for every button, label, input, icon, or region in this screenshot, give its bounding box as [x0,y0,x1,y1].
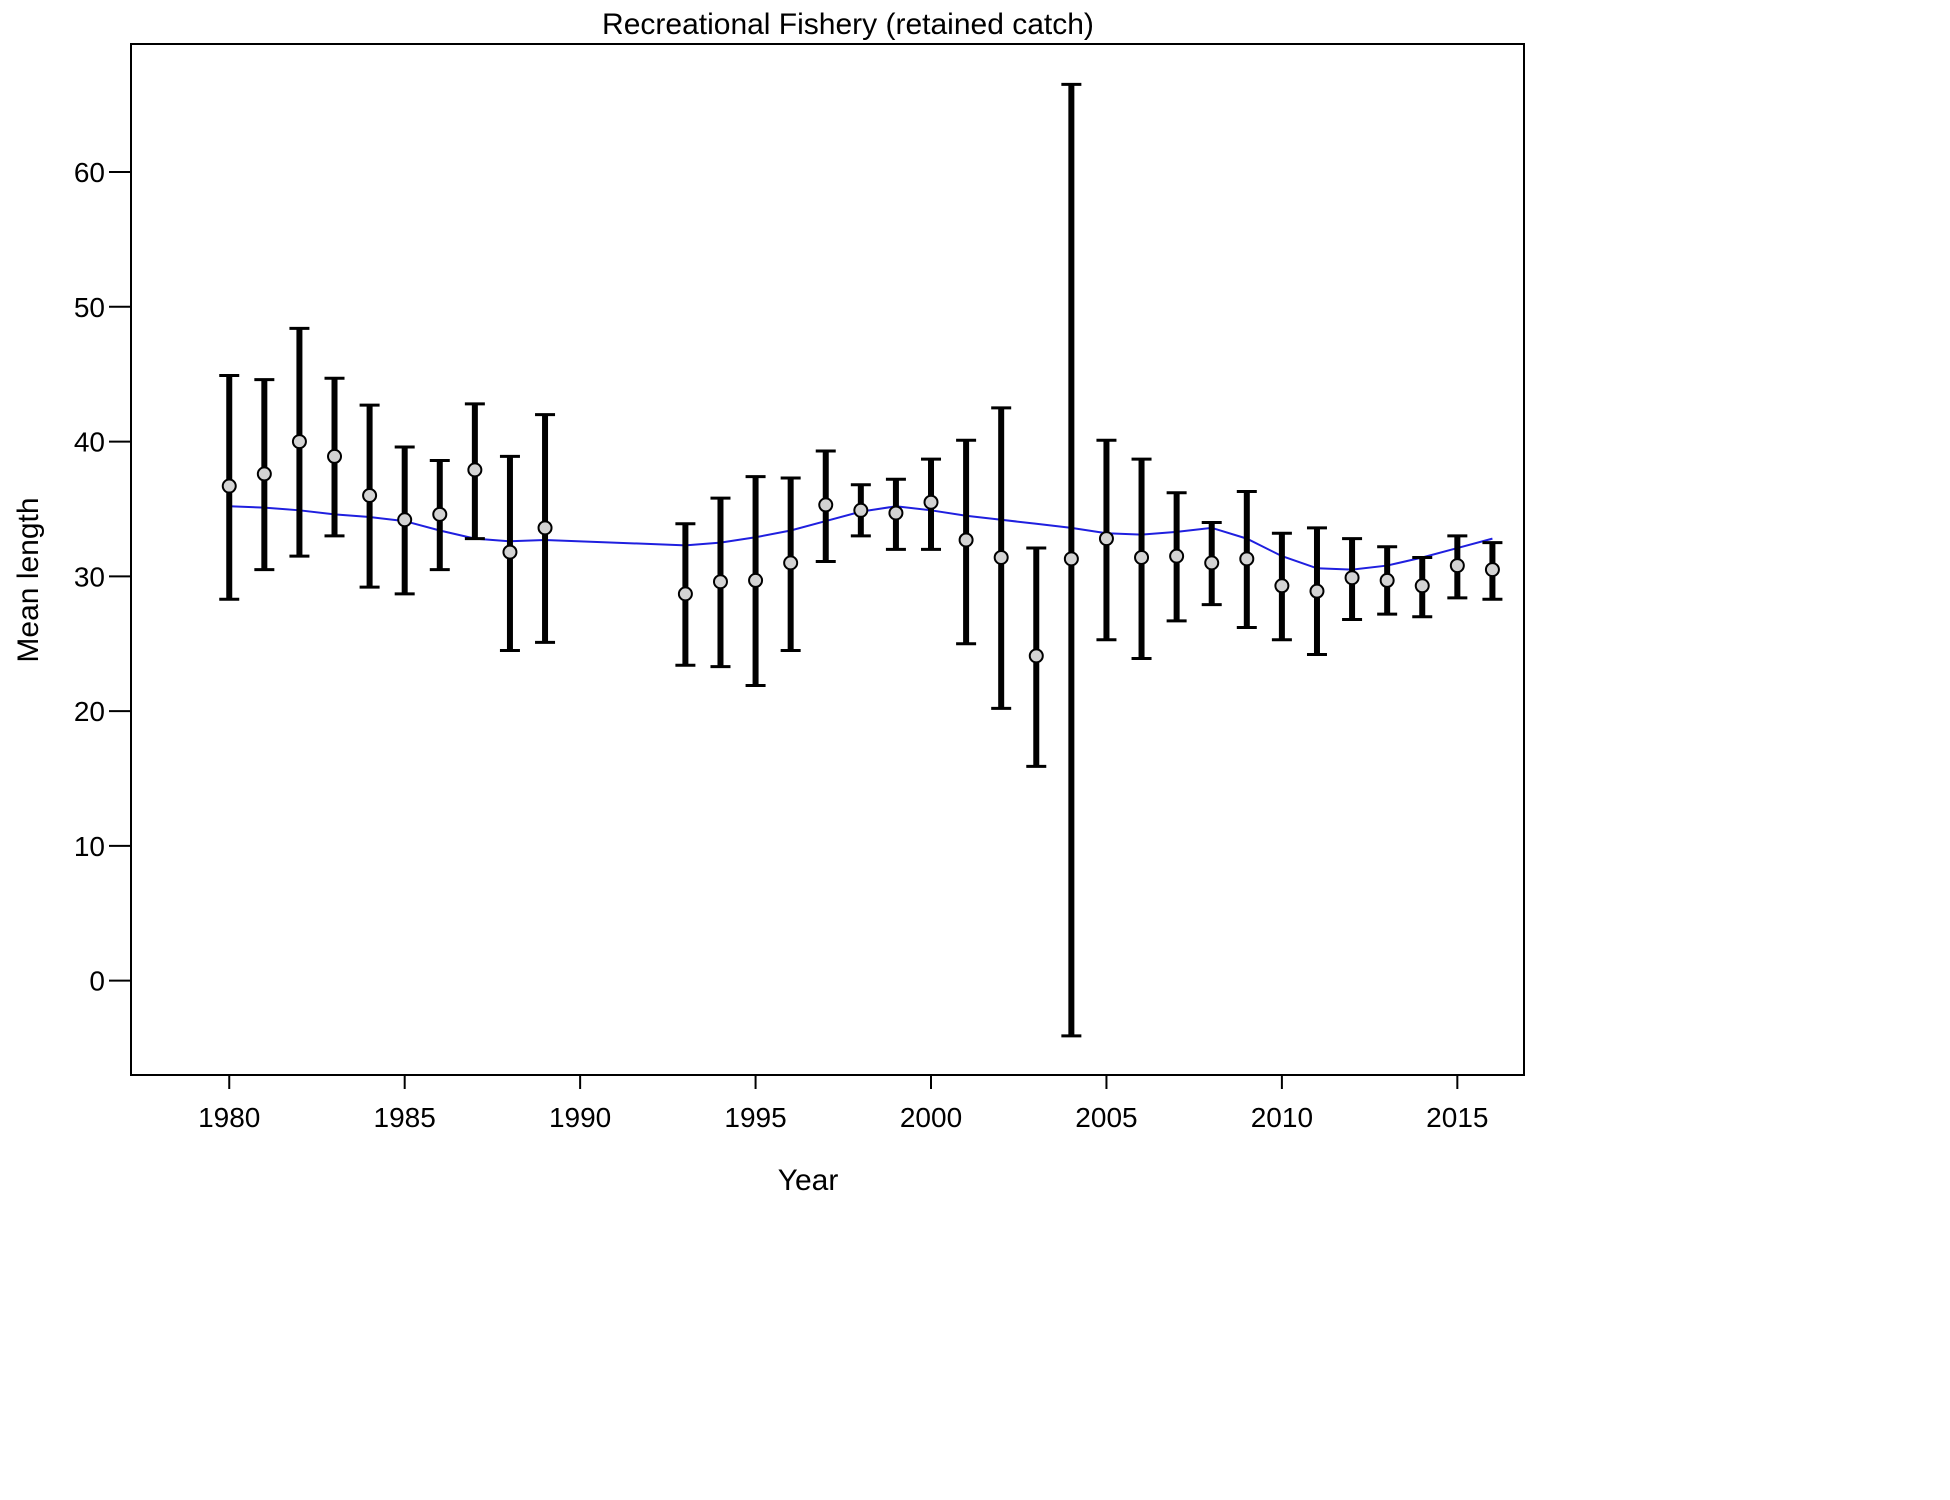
trend-line [229,505,1493,571]
data-points [221,434,1500,664]
data-point [432,506,448,522]
data-point [327,448,343,464]
data-point [1449,558,1465,574]
data-point [783,555,799,571]
y-tick-label: 0 [89,966,105,997]
y-tick-label: 30 [74,561,105,592]
data-point [888,505,904,521]
chart: Recreational Fishery (retained catch) 19… [12,8,1525,1197]
data-point [1169,548,1185,564]
data-point [256,466,272,482]
x-tick-label: 2010 [1251,1102,1313,1133]
data-point [1309,583,1325,599]
y-tick-label: 10 [74,831,105,862]
data-point [1379,572,1395,588]
data-point [362,487,378,503]
data-point [748,572,764,588]
data-point [923,494,939,510]
data-point [502,544,518,560]
x-tick-label: 1980 [198,1102,260,1133]
data-point [1239,551,1255,567]
data-point [221,478,237,494]
x-tick-label: 2000 [900,1102,962,1133]
y-axis-label: Mean length [12,497,45,662]
x-tick-label: 1995 [724,1102,786,1133]
data-point [1134,549,1150,565]
y-tick-label: 50 [74,292,105,323]
data-point [537,520,553,536]
x-tick-label: 2015 [1426,1102,1488,1133]
data-point [1098,531,1114,547]
data-point [1028,648,1044,664]
y-axis: 0 10 20 30 40 50 60 [74,157,131,997]
data-point [1274,578,1290,594]
y-tick-label: 20 [74,696,105,727]
chart-title: Recreational Fishery (retained catch) [602,8,1094,41]
data-point [1344,570,1360,586]
data-point [712,574,728,590]
data-point [818,497,834,513]
x-tick-label: 2005 [1075,1102,1137,1133]
x-axis-label: Year [778,1164,839,1197]
data-point [1414,578,1430,594]
error-bars [219,82,1503,1038]
data-point [958,532,974,548]
y-tick-label: 40 [74,427,105,458]
y-tick-label: 60 [74,157,105,188]
data-point [291,434,307,450]
data-point [993,549,1009,565]
plot-frame [130,43,1525,1076]
x-tick-label: 1990 [549,1102,611,1133]
data-point [397,512,413,528]
x-axis: 1980 1985 1990 1995 2000 2005 2010 2015 [198,1075,1488,1133]
data-point [1063,551,1079,567]
x-tick-label: 1985 [374,1102,436,1133]
data-point [677,586,693,602]
data-point [1204,555,1220,571]
data-point [1484,562,1500,578]
data-point [467,462,483,478]
data-point [853,502,869,518]
